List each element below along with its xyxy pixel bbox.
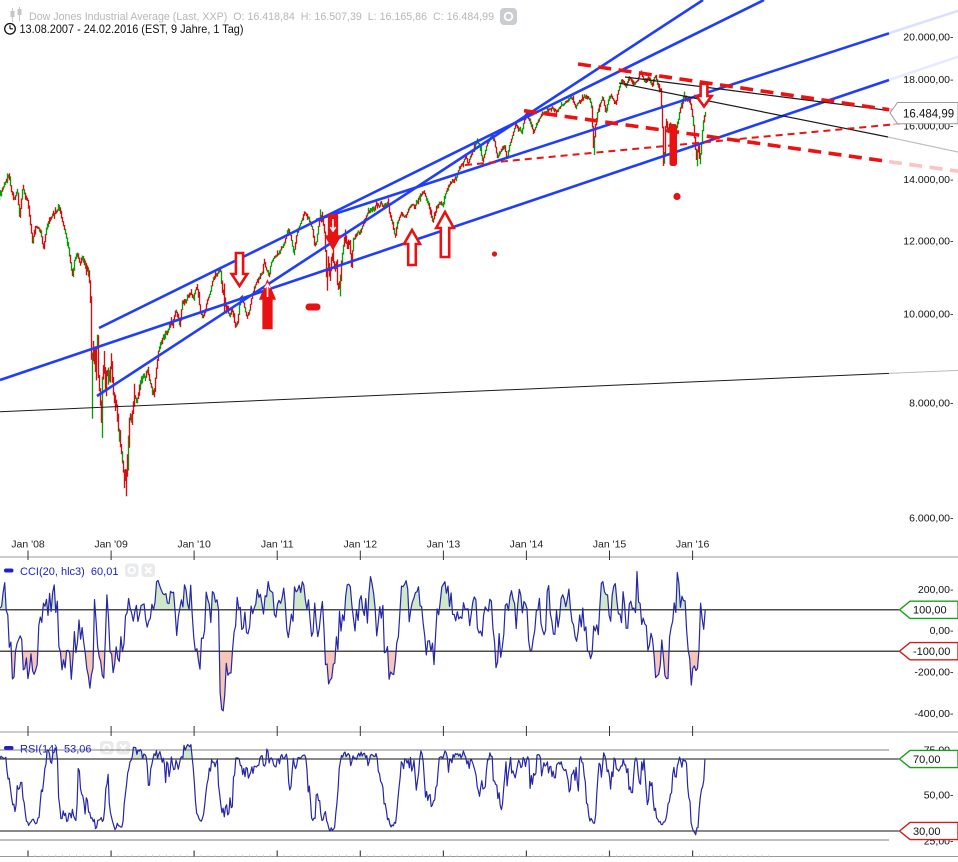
svg-text:Jan '10: Jan '10 (177, 539, 211, 551)
svg-text:100,00: 100,00 (913, 605, 947, 617)
svg-text:Jan '14: Jan '14 (510, 539, 544, 551)
svg-text:CCI(20, hlc3) 60,01: CCI(20, hlc3) 60,01 (20, 566, 118, 578)
svg-text:10.000,00-: 10.000,00- (903, 308, 954, 320)
svg-text:Jan '11: Jan '11 (261, 539, 294, 551)
svg-text:6.000,00-: 6.000,00- (909, 512, 954, 524)
svg-text:12.000,00-: 12.000,00- (903, 236, 954, 248)
svg-text:Jan '12: Jan '12 (344, 539, 378, 551)
svg-text:Jan '16: Jan '16 (676, 539, 710, 551)
svg-text:18.000,00-: 18.000,00- (903, 74, 954, 86)
svg-text:20.000,00-: 20.000,00- (903, 32, 954, 44)
svg-text:Jan '09: Jan '09 (94, 539, 128, 551)
svg-text:200,00-: 200,00- (918, 584, 954, 596)
svg-text:30,00: 30,00 (913, 826, 941, 838)
svg-text:-100,00: -100,00 (913, 646, 950, 658)
svg-text:Dow Jones Industrial Average (: Dow Jones Industrial Average (Last, XXP)… (29, 11, 494, 23)
svg-text:Jan '13: Jan '13 (427, 539, 461, 551)
svg-text:Jan '08: Jan '08 (11, 539, 45, 551)
svg-text:0,00-: 0,00- (930, 625, 954, 637)
svg-text:70,00: 70,00 (913, 754, 941, 766)
svg-text:-400,00-: -400,00- (914, 708, 954, 720)
svg-text:-200,00-: -200,00- (914, 667, 954, 679)
svg-text:50,00-: 50,00- (924, 790, 954, 802)
svg-text:13.08.2007 - 24.02.2016 (EST,: 13.08.2007 - 24.02.2016 (EST, 9 Jahre, 1… (20, 22, 244, 36)
svg-text:8.000,00-: 8.000,00- (909, 398, 954, 410)
svg-text:Jan '15: Jan '15 (593, 539, 627, 551)
svg-text:16.484,99: 16.484,99 (903, 108, 954, 120)
svg-text:14.000,00-: 14.000,00- (903, 174, 954, 186)
